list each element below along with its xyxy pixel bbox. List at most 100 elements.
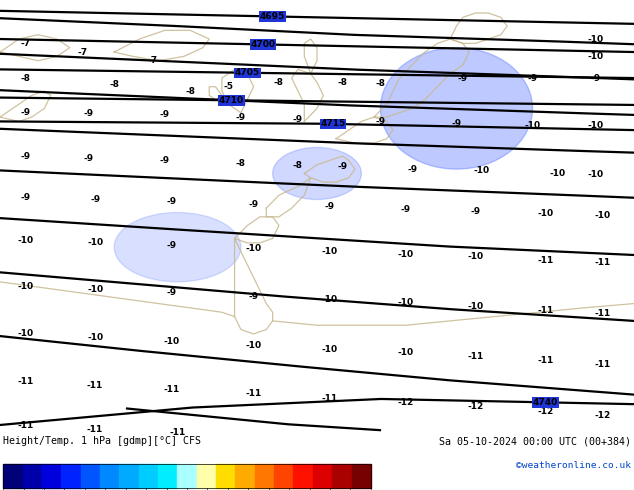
Text: -9: -9 (375, 117, 385, 126)
Bar (100, 464, 119, 488)
Text: -9: -9 (293, 115, 303, 124)
Text: ©weatheronline.co.uk: ©weatheronline.co.uk (516, 461, 631, 470)
Bar (3, 464, 23, 488)
Text: -8: -8 (293, 161, 303, 170)
Text: -9: -9 (249, 200, 259, 209)
Text: -9: -9 (90, 195, 100, 204)
Text: -10: -10 (588, 34, 604, 44)
Text: -9: -9 (166, 241, 176, 249)
Text: -12: -12 (537, 407, 553, 416)
Text: -11: -11 (87, 381, 103, 390)
Text: -8: -8 (337, 78, 347, 87)
Text: -12: -12 (594, 411, 611, 419)
Text: -11: -11 (537, 306, 553, 315)
Text: -8: -8 (236, 159, 246, 169)
Text: -11: -11 (17, 421, 34, 430)
Text: -10: -10 (321, 344, 338, 354)
Text: -10: -10 (398, 249, 414, 259)
Text: -10: -10 (321, 247, 338, 256)
Text: -11: -11 (17, 377, 34, 386)
Text: -11: -11 (594, 309, 611, 318)
Text: -11: -11 (321, 393, 338, 403)
Text: -9: -9 (236, 113, 246, 122)
Text: -9: -9 (458, 74, 468, 82)
Text: -10: -10 (87, 238, 103, 247)
Text: -9: -9 (337, 163, 347, 172)
Text: -9: -9 (20, 108, 30, 117)
Text: -9: -9 (407, 165, 417, 173)
Bar (61, 464, 81, 488)
Bar (139, 464, 158, 488)
Text: -5: -5 (223, 82, 233, 91)
Bar (216, 464, 235, 488)
Text: -10: -10 (588, 52, 604, 61)
Text: -9: -9 (249, 292, 259, 301)
Text: -10: -10 (17, 329, 34, 339)
Text: -10: -10 (17, 236, 34, 245)
Text: -8: -8 (185, 87, 195, 96)
Bar (197, 464, 216, 488)
Text: -11: -11 (594, 258, 611, 267)
Text: -11: -11 (537, 256, 553, 265)
Text: -10: -10 (594, 211, 611, 220)
Text: -9: -9 (166, 288, 176, 297)
Text: -7: -7 (77, 48, 87, 56)
Bar (351, 464, 371, 488)
Text: 4710: 4710 (219, 96, 244, 105)
Text: 4695: 4695 (260, 12, 285, 21)
Text: -11: -11 (467, 352, 484, 361)
Text: -10: -10 (588, 170, 604, 179)
Text: -9: -9 (166, 197, 176, 206)
Ellipse shape (114, 213, 241, 282)
Text: -10: -10 (524, 121, 541, 130)
Text: -9: -9 (160, 110, 170, 119)
Ellipse shape (380, 48, 533, 169)
Text: 4700: 4700 (250, 40, 276, 49)
Text: -10: -10 (474, 167, 490, 175)
Text: 4740: 4740 (533, 398, 558, 407)
Bar (119, 464, 139, 488)
Bar (294, 464, 313, 488)
Text: -9: -9 (325, 202, 335, 211)
Text: -7: -7 (20, 39, 30, 48)
Text: -7: -7 (147, 56, 157, 65)
Text: -12: -12 (398, 398, 414, 407)
Text: -8: -8 (274, 78, 284, 87)
Text: -12: -12 (467, 402, 484, 411)
Text: -9: -9 (20, 151, 30, 161)
Text: -10: -10 (467, 252, 484, 261)
Text: -11: -11 (87, 425, 103, 434)
Text: -10: -10 (87, 285, 103, 294)
Text: -10: -10 (87, 333, 103, 342)
Text: -8: -8 (20, 74, 30, 82)
Bar (81, 464, 100, 488)
Text: -10: -10 (245, 341, 262, 350)
Ellipse shape (273, 147, 361, 199)
Text: Sa 05-10-2024 00:00 UTC (00+384): Sa 05-10-2024 00:00 UTC (00+384) (439, 437, 631, 446)
Bar (274, 464, 294, 488)
Text: -9: -9 (451, 119, 462, 128)
Text: -11: -11 (537, 356, 553, 366)
Text: -9: -9 (591, 74, 601, 82)
Text: -10: -10 (588, 121, 604, 130)
Text: -10: -10 (467, 302, 484, 311)
Bar (332, 464, 351, 488)
Bar (42, 464, 61, 488)
Text: 4715: 4715 (320, 120, 346, 128)
Bar (255, 464, 274, 488)
Text: -10: -10 (321, 294, 338, 304)
Bar (313, 464, 332, 488)
Text: 4705: 4705 (235, 68, 260, 77)
Text: -9: -9 (470, 207, 481, 216)
Text: -11: -11 (245, 389, 262, 398)
Text: -10: -10 (245, 244, 262, 253)
Text: -11: -11 (594, 360, 611, 369)
Text: -10: -10 (537, 209, 553, 218)
Text: -10: -10 (398, 348, 414, 358)
Text: -10: -10 (550, 169, 566, 178)
Text: -9: -9 (401, 204, 411, 214)
Text: -9: -9 (160, 156, 170, 165)
Bar (3, 464, 371, 488)
Text: -11: -11 (169, 428, 186, 437)
Text: -10: -10 (398, 298, 414, 307)
